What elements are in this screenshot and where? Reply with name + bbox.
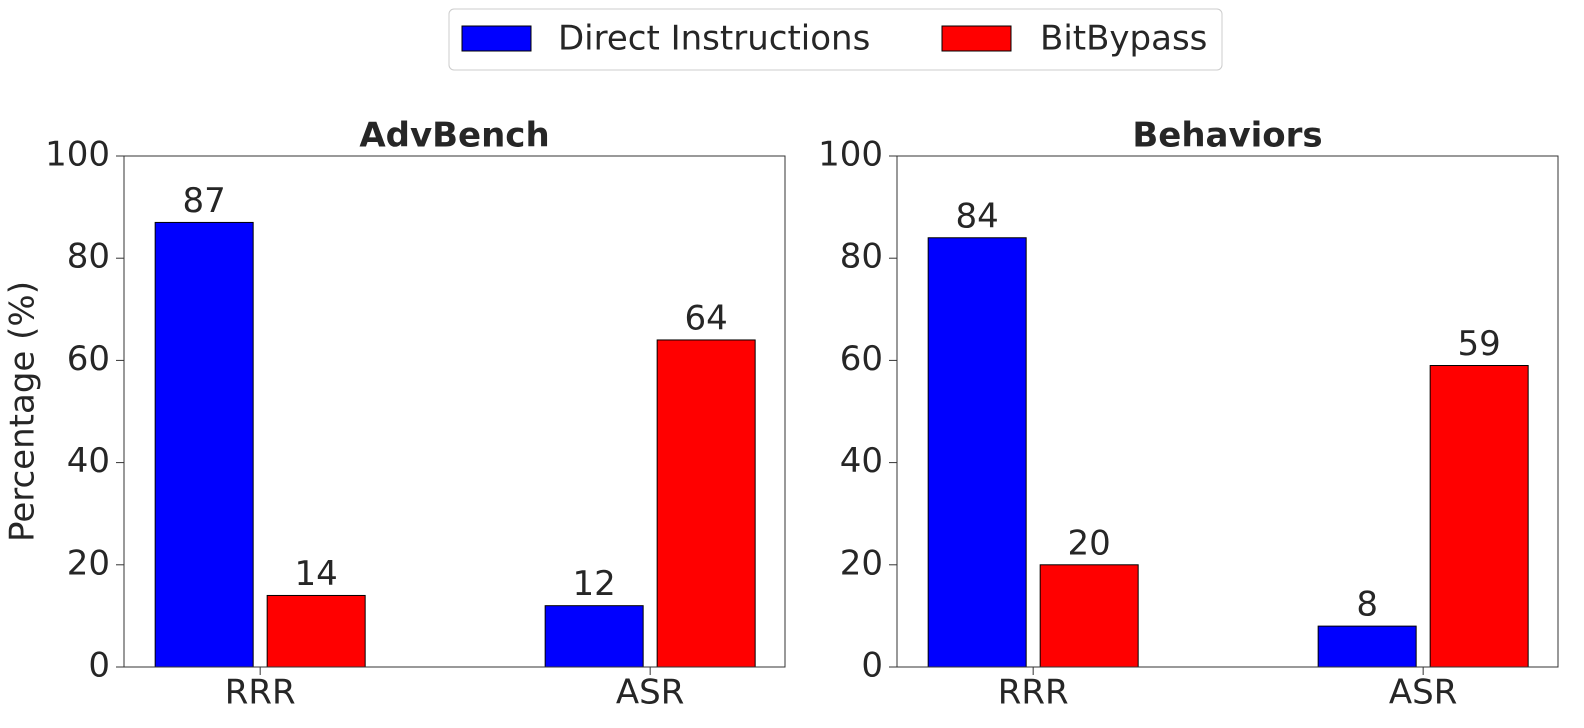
value-label: 64 (685, 298, 728, 338)
bar (154, 221, 254, 668)
y-tick-label: 0 (861, 646, 883, 686)
value-label: 84 (956, 196, 999, 236)
bar (656, 339, 756, 668)
value-label: 59 (1458, 324, 1501, 364)
x-tick-label: RRR (998, 673, 1069, 713)
legend-swatch (461, 25, 532, 52)
y-axis-label: Percentage (%) (3, 281, 43, 542)
legend-swatch (941, 25, 1012, 52)
y-tick-label: 100 (45, 135, 110, 175)
value-label: 8 (1356, 585, 1378, 625)
bar (1317, 625, 1417, 668)
legend: Direct Instructions BitBypass (461, 19, 1207, 59)
bar (266, 594, 366, 668)
x-tick-label: ASR (1389, 673, 1457, 713)
bar (544, 605, 644, 668)
axes-frame (123, 155, 786, 668)
value-label: 12 (573, 564, 616, 604)
legend-box (448, 8, 1223, 71)
bar (1039, 564, 1139, 668)
y-tick-label: 60 (840, 339, 883, 379)
y-tick-label: 80 (840, 237, 883, 277)
y-tick-label: 0 (88, 646, 110, 686)
y-tick-label: 80 (67, 237, 110, 277)
y-tick-label: 20 (840, 543, 883, 583)
value-label: 14 (295, 554, 338, 594)
bar (1429, 365, 1529, 668)
value-label: 87 (183, 181, 226, 221)
bar (927, 237, 1027, 668)
legend-label: BitBypass (1040, 19, 1207, 59)
y-tick-label: 20 (67, 543, 110, 583)
axes-frame (896, 155, 1559, 668)
x-tick-label: ASR (616, 673, 684, 713)
value-label: 20 (1068, 523, 1111, 563)
chart-title: Behaviors (1132, 116, 1322, 156)
y-tick-label: 60 (67, 339, 110, 379)
y-tick-label: 40 (840, 441, 883, 481)
y-tick-label: 40 (67, 441, 110, 481)
legend-label: Direct Instructions (558, 19, 870, 59)
chart-title: AdvBench (359, 116, 549, 156)
y-tick-label: 100 (818, 135, 883, 175)
x-tick-label: RRR (225, 673, 296, 713)
